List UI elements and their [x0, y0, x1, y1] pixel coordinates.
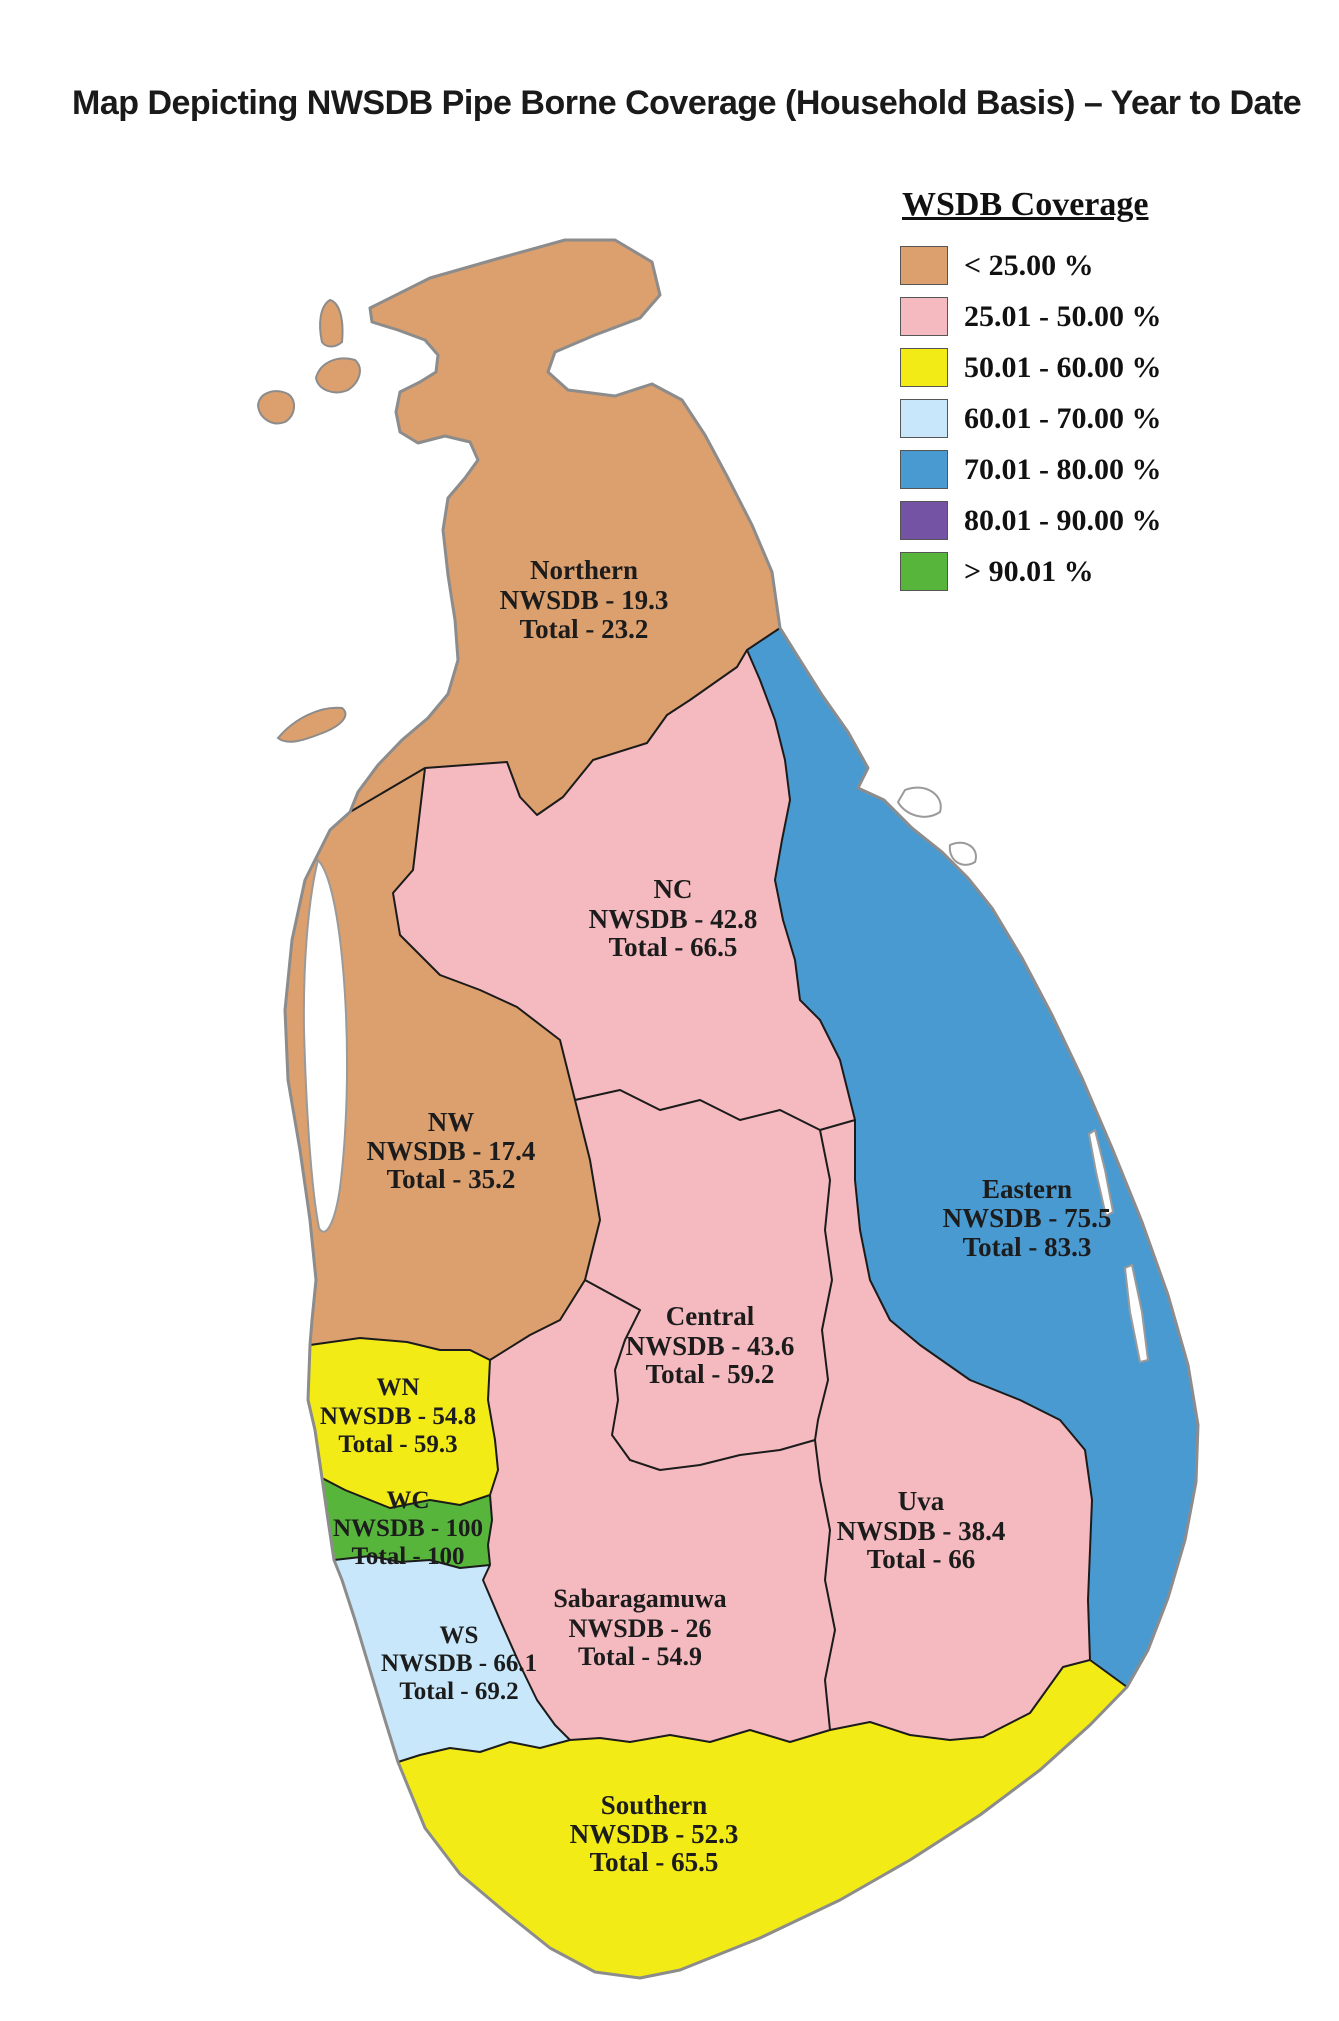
region-name: Uva [898, 1486, 945, 1516]
region-total-value: Total - 65.5 [590, 1847, 719, 1877]
region-nwsdb-value: NWSDB - 75.5 [943, 1203, 1112, 1233]
legend-swatch-60-70 [900, 399, 948, 438]
region-central [575, 1090, 832, 1470]
region-name: NW [428, 1107, 475, 1137]
northern-islands [256, 298, 361, 743]
region-name: Sabaragamuwa [553, 1584, 726, 1613]
legend-label: 25.01 - 50.00 % [964, 299, 1162, 333]
legend-label: 50.01 - 60.00 % [964, 350, 1162, 384]
region-total-value: Total - 35.2 [387, 1164, 516, 1194]
region-nwsdb-value: NWSDB - 19.3 [500, 585, 669, 615]
region-sabaragamuwa [483, 1280, 835, 1742]
legend: WSDB Coverage < 25.00 % 25.01 - 50.00 % … [900, 186, 1230, 603]
region-nc [393, 650, 855, 1130]
region-wc [322, 1478, 492, 1568]
legend-label: 80.01 - 90.00 % [964, 503, 1162, 537]
legend-item: > 90.01 % [900, 552, 1230, 591]
legend-item: 25.01 - 50.00 % [900, 297, 1230, 336]
region-nwsdb-value: NWSDB - 42.8 [589, 904, 758, 934]
region-name: NC [654, 874, 693, 904]
legend-label: > 90.01 % [964, 554, 1094, 588]
province-boundaries [309, 627, 1128, 1763]
region-nw [285, 768, 600, 1360]
label-nw: NW NWSDB - 17.4 Total - 35.2 [367, 1107, 536, 1194]
label-eastern: Eastern NWSDB - 75.5 Total - 83.3 [943, 1174, 1112, 1262]
region-ws [334, 1556, 570, 1762]
region-labels: Northern NWSDB - 19.3 Total - 23.2 NC NW… [320, 555, 1112, 1877]
mannar-island [276, 706, 347, 743]
kayts-island [314, 357, 361, 394]
region-nwsdb-value: NWSDB - 100 [333, 1515, 483, 1542]
region-total-value: Total - 66 [867, 1544, 976, 1574]
batticaloa-lagoon [1087, 1128, 1115, 1218]
region-nwsdb-value: NWSDB - 38.4 [837, 1516, 1006, 1546]
legend-item: 60.01 - 70.00 % [900, 399, 1230, 438]
region-total-value: Total - 23.2 [520, 614, 649, 644]
legend-swatch-lt-25 [900, 246, 948, 285]
lagoons [302, 786, 1150, 1364]
region-uva [815, 1120, 1092, 1740]
region-total-value: Total - 83.3 [963, 1232, 1092, 1262]
region-total-value: Total - 69.2 [399, 1678, 518, 1705]
region-total-value: Total - 66.5 [609, 932, 738, 962]
region-name: Southern [601, 1790, 708, 1820]
region-name: Eastern [982, 1174, 1072, 1204]
legend-label: 70.01 - 80.00 % [964, 452, 1162, 486]
label-nc: NC NWSDB - 42.8 Total - 66.5 [589, 874, 758, 962]
region-nwsdb-value: NWSDB - 66.1 [381, 1650, 537, 1677]
page-title: Map Depicting NWSDB Pipe Borne Coverage … [72, 84, 1302, 122]
karaitivu-island [319, 298, 344, 348]
label-central: Central NWSDB - 43.6 Total - 59.2 [626, 1301, 795, 1389]
region-fills [285, 240, 1198, 1978]
label-sabaragamuwa: Sabaragamuwa NWSDB - 26 Total - 54.9 [553, 1584, 726, 1671]
region-total-value: Total - 54.9 [578, 1642, 702, 1671]
region-name: WN [376, 1374, 419, 1401]
region-nwsdb-value: NWSDB - 54.8 [320, 1403, 476, 1430]
region-nwsdb-value: NWSDB - 17.4 [367, 1136, 536, 1166]
region-total-value: Total - 100 [352, 1543, 465, 1570]
legend-label: 60.01 - 70.00 % [964, 401, 1162, 435]
region-nwsdb-value: NWSDB - 43.6 [626, 1331, 795, 1361]
legend-label: < 25.00 % [964, 248, 1094, 282]
koddiyar-bay [948, 841, 977, 866]
delft-island [256, 390, 295, 425]
east-coast-lagoon [1123, 1263, 1150, 1364]
label-wn: WN NWSDB - 54.8 Total - 59.3 [320, 1374, 476, 1458]
puttalam-lagoon [302, 857, 349, 1233]
legend-swatch-gt-90 [900, 552, 948, 591]
region-name: WC [386, 1487, 429, 1514]
legend-swatch-70-80 [900, 450, 948, 489]
legend-title: WSDB Coverage [902, 186, 1149, 223]
region-name: Northern [530, 555, 638, 585]
region-northern [350, 240, 780, 815]
label-northern: Northern NWSDB - 19.3 Total - 23.2 [500, 555, 669, 644]
region-name: WS [440, 1622, 479, 1649]
legend-item: 80.01 - 90.00 % [900, 501, 1230, 540]
label-southern: Southern NWSDB - 52.3 Total - 65.5 [570, 1790, 739, 1877]
legend-item: < 25.00 % [900, 246, 1230, 285]
region-nwsdb-value: NWSDB - 26 [568, 1614, 711, 1643]
legend-item: 70.01 - 80.00 % [900, 450, 1230, 489]
legend-swatch-50-60 [900, 348, 948, 387]
region-total-value: Total - 59.2 [646, 1359, 775, 1389]
legend-swatch-25-50 [900, 297, 948, 336]
label-wc: WC NWSDB - 100 Total - 100 [333, 1487, 483, 1570]
coastline [283, 238, 1200, 1980]
trincomalee-bay [896, 786, 942, 818]
region-name: Central [666, 1301, 755, 1331]
legend-item: 50.01 - 60.00 % [900, 348, 1230, 387]
legend-swatch-80-90 [900, 501, 948, 540]
label-uva: Uva NWSDB - 38.4 Total - 66 [837, 1486, 1006, 1574]
region-total-value: Total - 59.3 [338, 1431, 457, 1458]
region-eastern [747, 628, 1198, 1687]
region-wn [308, 1338, 498, 1508]
region-nwsdb-value: NWSDB - 52.3 [570, 1819, 739, 1849]
label-ws: WS NWSDB - 66.1 Total - 69.2 [381, 1622, 537, 1705]
